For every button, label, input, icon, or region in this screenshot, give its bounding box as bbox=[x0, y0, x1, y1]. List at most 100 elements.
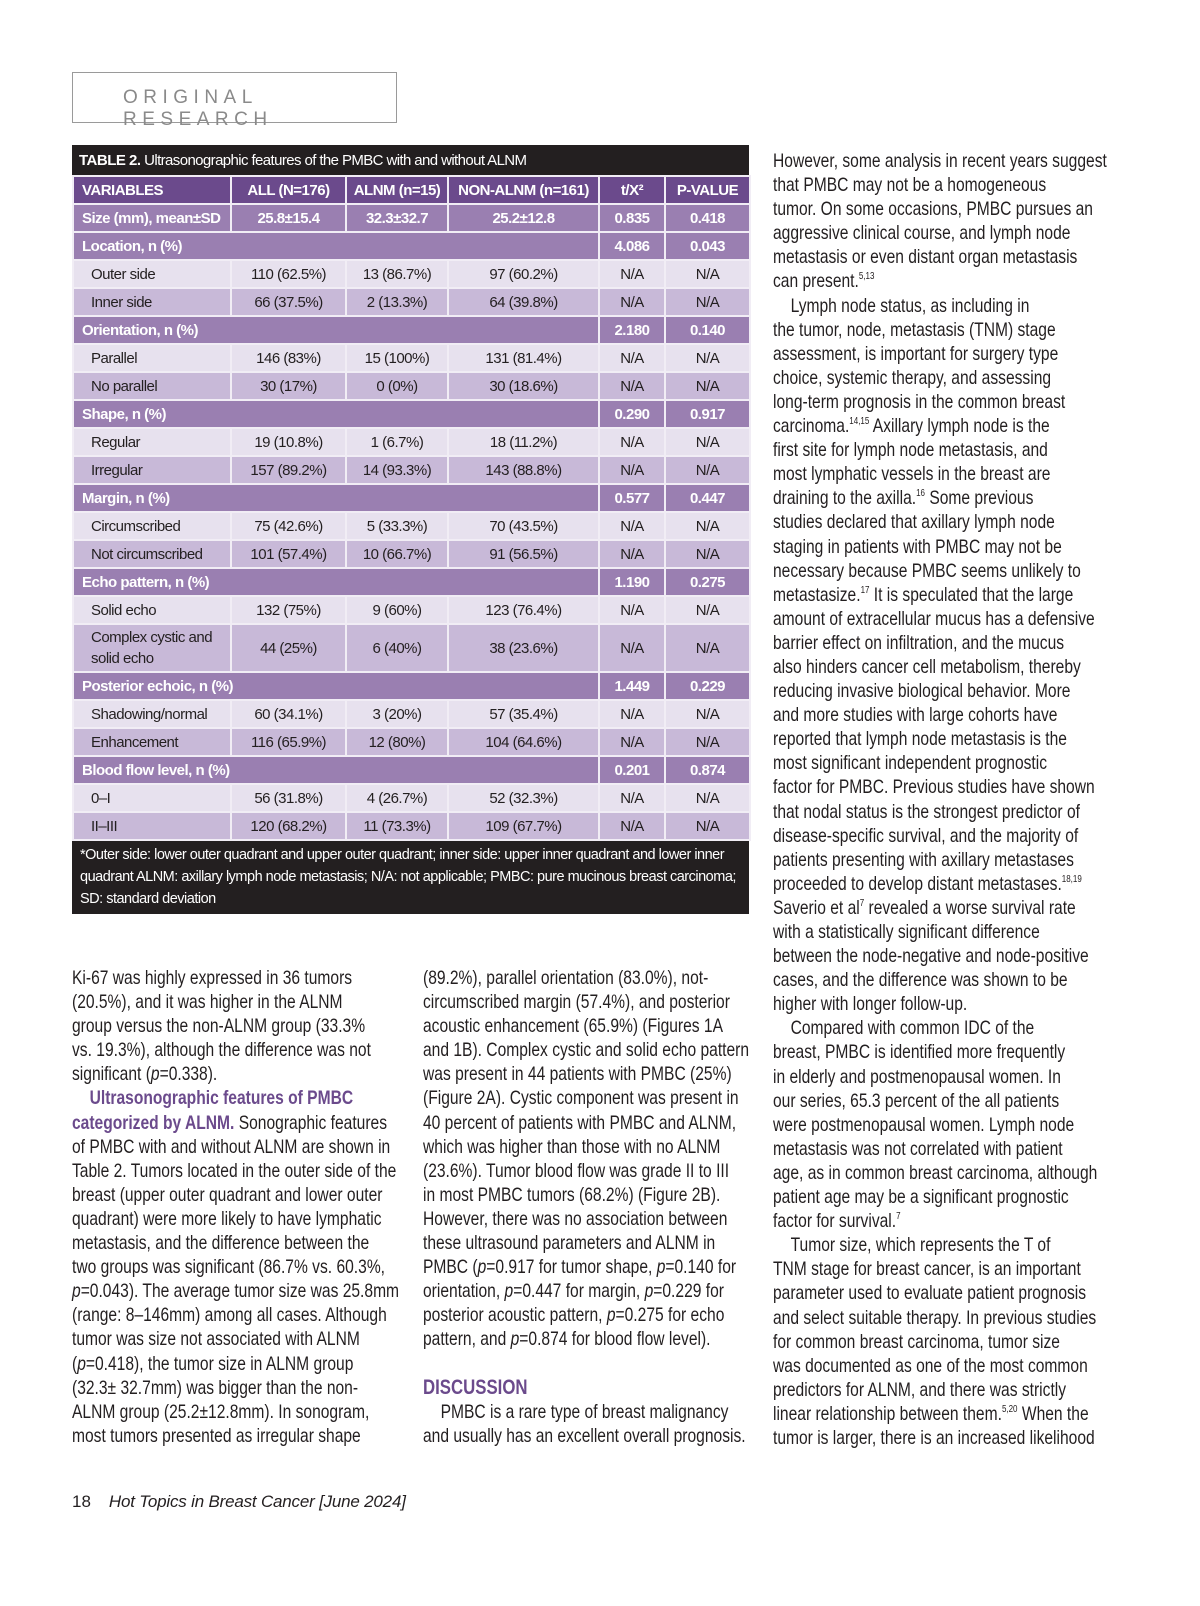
text-line: first site for lymph node metastasis, an… bbox=[773, 439, 1048, 462]
text-line: acoustic enhancement (65.9%) (Figures 1A bbox=[423, 1015, 724, 1038]
cell-p-value: 0.229 bbox=[664, 671, 751, 701]
text-line: amount of extracellular mucus has a defe… bbox=[773, 607, 1095, 630]
text-column-middle: (89.2%), parallel orientation (83.0%), n… bbox=[423, 966, 759, 1448]
text-line: categorized by ALNM. Sonographic feature… bbox=[72, 1111, 388, 1134]
page-footer: 18 Hot Topics in Breast Cancer [June 2024… bbox=[72, 1492, 406, 1512]
text-line: (range: 8–146mm) among all cases. Althou… bbox=[72, 1304, 387, 1327]
text-line: (20.5%), and it was higher in the ALNM bbox=[72, 991, 343, 1014]
cell-t-x2: 0.835 bbox=[598, 203, 666, 233]
column-header-non-alnm: NON-ALNM (n=161) bbox=[447, 175, 600, 205]
text-line: necessary because PMBC seems unlikely to bbox=[773, 559, 1081, 582]
row-label: Not circumscribed bbox=[72, 539, 232, 569]
text-line: disease-specific survival, and the major… bbox=[773, 824, 1079, 847]
row-label: Posterior echoic, n (%) bbox=[72, 671, 600, 701]
text-line: PMBC (p=0.917 for tumor shape, p=0.140 f… bbox=[423, 1256, 737, 1279]
cell-p-value: N/A bbox=[664, 595, 751, 625]
row-label: Location, n (%) bbox=[72, 231, 600, 261]
row-label: Shadowing/normal bbox=[72, 699, 232, 729]
data-table: VARIABLES ALL (N=176) ALNM (n=15) NON-ALNM … bbox=[72, 175, 751, 841]
table-2: TABLE 2. Ultrasonographic features of th… bbox=[72, 145, 751, 914]
run-in-heading: categorized by ALNM. bbox=[72, 1111, 235, 1134]
table-row: Complex cystic and solid echo 44 (25%) 6 (… bbox=[72, 623, 751, 673]
text-line: parameter used to evaluate patient progn… bbox=[773, 1282, 1087, 1305]
text-line: that nodal status is the strongest predi… bbox=[773, 800, 1080, 823]
cell-p-value: 0.140 bbox=[664, 315, 751, 345]
row-label: Enhancement bbox=[72, 727, 232, 757]
cell-alnm: 32.3±32.7 bbox=[345, 203, 449, 233]
cell-p-value: N/A bbox=[664, 287, 751, 317]
text-line: and 1B). Complex cystic and solid echo p… bbox=[423, 1039, 750, 1062]
row-label: Orientation, n (%) bbox=[72, 315, 600, 345]
cell-t-x2: N/A bbox=[598, 343, 666, 373]
text-line: However, there was no association betwee… bbox=[423, 1207, 728, 1230]
table-title: TABLE 2. Ultrasonographic features of th… bbox=[72, 145, 749, 175]
row-label: Shape, n (%) bbox=[72, 399, 600, 429]
table-section-row: Margin, n (%) 0.577 0.447 bbox=[72, 483, 751, 513]
cell-t-x2: N/A bbox=[598, 511, 666, 541]
text-line: breast, PMBC is identified more frequent… bbox=[773, 1041, 1066, 1064]
section-label-box: ORIGINAL RESEARCH bbox=[72, 72, 397, 130]
text-column-left: Ki-67 was highly expressed in 36 tumors(… bbox=[72, 966, 408, 1448]
row-label: II–III bbox=[72, 811, 232, 841]
journal-title: Hot Topics in Breast Cancer [June 2024] bbox=[108, 1492, 406, 1511]
table-section-row: Posterior echoic, n (%) 1.449 0.229 bbox=[72, 671, 751, 701]
cell-all: 44 (25%) bbox=[230, 623, 347, 673]
cell-t-x2: N/A bbox=[598, 595, 666, 625]
cell-alnm: 0 (0%) bbox=[345, 371, 449, 401]
cell-t-x2: N/A bbox=[598, 371, 666, 401]
table-row: Solid echo 132 (75%) 9 (60%) 123 (76.4%) N/A… bbox=[72, 595, 751, 625]
cell-non-alnm: 131 (81.4%) bbox=[447, 343, 600, 373]
cell-t-x2: N/A bbox=[598, 727, 666, 757]
cell-p-value: N/A bbox=[664, 811, 751, 841]
text-line: TNM stage for breast cancer, is an impor… bbox=[773, 1258, 1081, 1281]
cell-statistic: 1.449 bbox=[598, 671, 666, 701]
text-line: PMBC is a rare type of breast malignancy bbox=[440, 1400, 729, 1423]
text-line: was present in 44 patients with PMBC (25… bbox=[423, 1063, 732, 1086]
cell-non-alnm: 57 (35.4%) bbox=[447, 699, 600, 729]
row-label: Blood flow level, n (%) bbox=[72, 755, 600, 785]
column-header-variables: VARIABLES bbox=[72, 175, 232, 205]
cell-all: 56 (31.8%) bbox=[230, 783, 347, 813]
table-caption: Ultrasonographic features of the PMBC wi… bbox=[140, 152, 527, 169]
citation: 18,19 bbox=[1061, 873, 1082, 885]
table-row: Shadowing/normal 60 (34.1%) 3 (20%) 57 (35.… bbox=[72, 699, 751, 729]
text-line: Lymph node status, as including in bbox=[790, 294, 1030, 317]
cell-all: 101 (57.4%) bbox=[230, 539, 347, 569]
text-line: circumscribed margin (57.4%), and poster… bbox=[423, 991, 730, 1014]
citation: 16 bbox=[916, 488, 925, 500]
text-line: metastasis or even distant organ metasta… bbox=[773, 246, 1078, 269]
row-label: Solid echo bbox=[72, 595, 232, 625]
text-line: and more studies with large cohorts have bbox=[773, 704, 1058, 727]
cell-p-value: N/A bbox=[664, 783, 751, 813]
cell-all: 75 (42.6%) bbox=[230, 511, 347, 541]
text-line: significant (p=0.338). bbox=[72, 1063, 218, 1086]
text-line: staging in patients with PMBC may not be bbox=[773, 535, 1062, 558]
cell-all: 116 (65.9%) bbox=[230, 727, 347, 757]
text-line: was documented as one of the most common bbox=[773, 1354, 1088, 1377]
table-section-row: Location, n (%) 4.086 0.043 bbox=[72, 231, 751, 261]
text-line: which was higher than those with no ALNM bbox=[423, 1135, 721, 1158]
table-footnote: *Outer side: lower outer quadrant and up… bbox=[80, 847, 736, 907]
text-line: age, as in common breast carcinoma, alth… bbox=[773, 1161, 1098, 1184]
row-label: Regular bbox=[72, 427, 232, 457]
text-line: of PMBC with and without ALNM are shown … bbox=[72, 1135, 391, 1158]
cell-non-alnm: 52 (32.3%) bbox=[447, 783, 600, 813]
text-line: cases, and the difference was shown to b… bbox=[773, 969, 1068, 992]
text-line: that PMBC may not be a homogeneous bbox=[773, 174, 1047, 197]
text-line: tumor was size not associated with ALNM bbox=[72, 1328, 360, 1351]
table-number: TABLE 2. bbox=[79, 152, 141, 169]
row-label: Complex cystic and solid echo bbox=[72, 623, 232, 673]
text-line: also hinders cancer cell metabolism, the… bbox=[773, 655, 1081, 678]
citation: 7 bbox=[859, 897, 865, 909]
cell-p-value: N/A bbox=[664, 259, 751, 289]
text-line: aggressive clinical course, and lymph no… bbox=[773, 222, 1071, 245]
citation: 17 bbox=[860, 584, 870, 596]
table-row: Parallel 146 (83%) 15 (100%) 131 (81.4%) N/A… bbox=[72, 343, 751, 373]
text-line: p=0.043). The average tumor size was 25.… bbox=[72, 1280, 400, 1303]
text-line: most significant independent prognostic bbox=[773, 752, 1048, 775]
cell-non-alnm: 38 (23.6%) bbox=[447, 623, 600, 673]
text-line: ALNM group (25.2±12.8mm). In sonogram, bbox=[72, 1400, 370, 1423]
text-line: patients presenting with axillary metast… bbox=[773, 848, 1074, 871]
text-line: for common breast carcinoma, tumor size bbox=[773, 1330, 1060, 1353]
text-line: with a statistically significant differe… bbox=[773, 921, 1040, 943]
